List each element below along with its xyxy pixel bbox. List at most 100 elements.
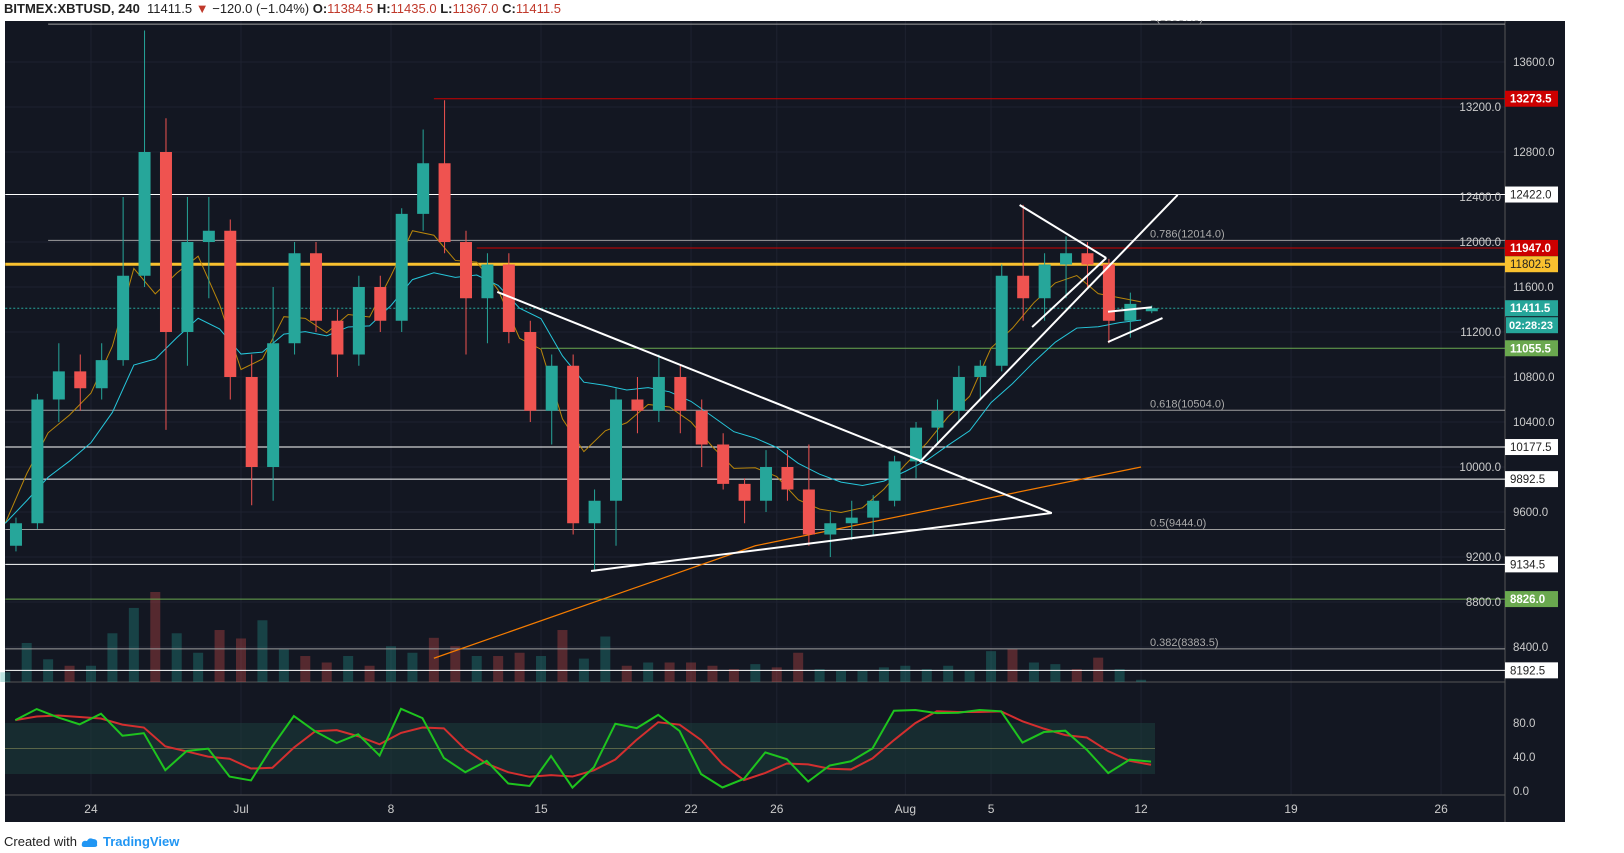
candle <box>138 152 151 276</box>
candle <box>1017 275 1030 299</box>
volume-bar <box>0 672 11 682</box>
candle <box>545 365 558 411</box>
low-value: 11367.0 <box>452 1 499 16</box>
y-tick-label: 8400.0 <box>1513 642 1548 654</box>
price-tag <box>1505 591 1558 608</box>
price-tag-label: 11055.5 <box>1510 343 1552 355</box>
x-tick-label: 19 <box>1284 802 1298 816</box>
candle <box>760 467 773 501</box>
candle <box>224 230 237 377</box>
volume-bar <box>236 638 246 682</box>
candle <box>867 500 880 518</box>
y-tick-label: 13200.0 <box>1459 102 1501 114</box>
y-tick-label: 11200.0 <box>1460 327 1501 339</box>
last-price: 11411.5 <box>147 1 193 16</box>
volume-bar <box>600 636 611 682</box>
candle <box>417 163 430 214</box>
candle <box>117 275 130 361</box>
price-tag <box>1505 556 1558 573</box>
price-tag-label: 11947.0 <box>1510 243 1551 255</box>
volume-bar <box>171 633 182 682</box>
price-tag <box>1505 439 1558 456</box>
low-label: L: <box>440 1 453 16</box>
trendline[interactable] <box>1107 306 1152 313</box>
volume-bar <box>921 669 932 682</box>
x-tick-label: 26 <box>1434 802 1448 816</box>
volume-bar <box>471 656 482 682</box>
volume-bar <box>964 670 975 682</box>
y-tick-label: 10400.0 <box>1513 417 1555 429</box>
volume-bar <box>1136 679 1147 682</box>
y-tick-label: 12400.0 <box>1459 192 1501 204</box>
tradingview-cloud-icon <box>81 837 98 847</box>
price-tag-label: 10177.5 <box>1510 442 1552 454</box>
volume-bar <box>214 630 225 682</box>
candle <box>1081 253 1094 265</box>
candle <box>9 523 22 546</box>
trendline[interactable] <box>590 512 1052 572</box>
volume-bar <box>664 662 675 682</box>
candle <box>974 365 987 377</box>
trendline[interactable] <box>496 291 1053 514</box>
candle <box>288 253 301 344</box>
y-tick-label: 10000.0 <box>1459 462 1501 474</box>
candle <box>202 230 215 242</box>
price-change: −120.0 (−1.04%) <box>212 1 310 16</box>
price-tag <box>1505 186 1558 203</box>
price-tag <box>1505 256 1558 273</box>
volume-bar <box>707 665 718 682</box>
candle <box>952 377 965 411</box>
price-tag <box>1505 90 1558 107</box>
tradingview-link[interactable]: TradingView <box>102 834 180 849</box>
trendline[interactable] <box>1031 257 1107 328</box>
x-tick-label: Jul <box>233 802 248 816</box>
volume-bar <box>793 652 804 682</box>
y-tick-label: 9200.0 <box>1466 552 1501 564</box>
candle <box>309 253 322 321</box>
x-tick-label: 26 <box>770 802 784 816</box>
candle <box>802 489 815 535</box>
volume-bar <box>557 630 568 682</box>
volume-bar <box>986 651 997 682</box>
candle <box>695 410 708 445</box>
price-tag <box>1505 662 1558 679</box>
price-tag <box>1505 340 1558 357</box>
volume-bar <box>1071 669 1082 682</box>
volume-bar <box>278 649 289 682</box>
candle <box>995 275 1008 366</box>
x-tick-label: 8 <box>388 802 395 816</box>
trendline[interactable] <box>918 194 1179 463</box>
candle <box>738 483 751 501</box>
candle <box>610 399 623 501</box>
candle <box>652 377 665 411</box>
candle <box>1038 264 1051 299</box>
candle <box>845 517 858 524</box>
candle <box>52 371 65 400</box>
candle <box>74 371 87 389</box>
x-tick-label: 12 <box>1134 802 1148 816</box>
candle <box>781 467 794 490</box>
candle <box>674 377 687 411</box>
y-tick-label: 13600.0 <box>1513 57 1555 69</box>
volume-bar <box>643 662 654 682</box>
price-tag-label: 8826.0 <box>1510 594 1545 606</box>
volume-bar <box>450 646 461 682</box>
price-tag-label: 8192.5 <box>1510 665 1545 677</box>
candle <box>1124 303 1137 321</box>
price-tag <box>1505 300 1558 317</box>
volume-bar <box>107 633 118 682</box>
volume-bar <box>750 664 761 682</box>
volume-bar <box>728 669 739 682</box>
volume-bar <box>193 652 204 682</box>
footer: Created with TradingView <box>4 834 179 849</box>
candle <box>159 152 172 332</box>
y-tick-label: 12000.0 <box>1459 237 1501 249</box>
x-tick-label: 5 <box>988 802 995 816</box>
volume-bar <box>1050 664 1061 682</box>
trendline[interactable] <box>1019 204 1107 259</box>
countdown-label: 02:28:23 <box>1509 320 1553 332</box>
price-chart[interactable]: 1(13937.0) 13273.5 12422.0 0.786(12014.0) 11… <box>0 20 1565 822</box>
trendline[interactable] <box>1107 317 1163 343</box>
candle <box>631 399 644 411</box>
candle <box>1102 264 1115 321</box>
